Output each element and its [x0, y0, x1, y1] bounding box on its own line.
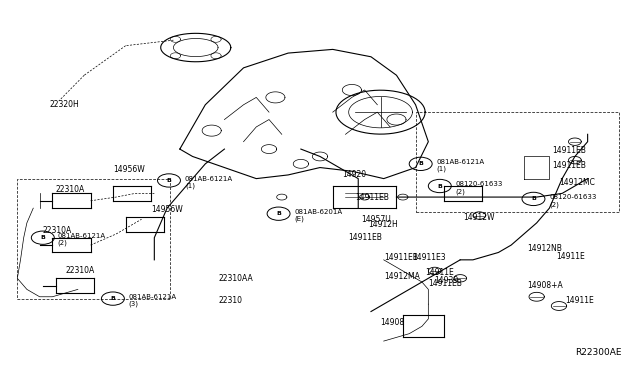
Text: 14911E3: 14911E3 [412, 253, 446, 263]
Text: B: B [276, 211, 281, 216]
Text: 081AB-6121A
(1): 081AB-6121A (1) [436, 159, 484, 173]
Text: 14911EB: 14911EB [552, 147, 586, 155]
Text: 14908+A: 14908+A [527, 281, 563, 290]
Text: 081AB-6121A
(2): 081AB-6121A (2) [58, 233, 106, 246]
Text: 081AB-6201A
(E): 081AB-6201A (E) [294, 209, 342, 222]
Text: 14912W: 14912W [463, 213, 495, 222]
Text: 14912H: 14912H [368, 220, 397, 229]
Text: 081AB-6121A
(1): 081AB-6121A (1) [185, 176, 233, 189]
Text: 22310A: 22310A [65, 266, 94, 275]
Text: 14908: 14908 [381, 318, 404, 327]
Text: R22300AE: R22300AE [575, 348, 621, 357]
Text: 14920: 14920 [342, 170, 367, 179]
Text: 22310A: 22310A [56, 185, 85, 194]
Text: 14911E: 14911E [556, 251, 584, 261]
Text: 14912MA: 14912MA [384, 272, 420, 281]
Text: 08120-61633
(2): 08120-61633 (2) [456, 181, 503, 195]
Text: 14957U: 14957U [362, 215, 391, 224]
Text: 14956W: 14956W [113, 165, 145, 174]
Text: 14911EB: 14911EB [552, 161, 586, 170]
Text: 14911EB: 14911EB [349, 233, 383, 242]
Text: 14911EB: 14911EB [355, 193, 389, 202]
Text: B: B [531, 196, 536, 201]
Text: 14911EB: 14911EB [428, 279, 462, 288]
Text: 22310: 22310 [218, 296, 242, 305]
Text: 14912MC: 14912MC [559, 178, 595, 187]
Text: B: B [419, 161, 423, 166]
Text: 22310AA: 22310AA [218, 274, 253, 283]
Text: B: B [111, 296, 115, 301]
Text: B: B [40, 235, 45, 240]
Text: 14911E: 14911E [425, 268, 454, 277]
Text: 14911E: 14911E [565, 296, 594, 305]
Text: 22310A: 22310A [43, 226, 72, 235]
Text: 14911EB: 14911EB [384, 253, 417, 263]
Text: 22320H: 22320H [49, 100, 79, 109]
Text: 14956W: 14956W [151, 205, 183, 215]
Text: 08120-61633
(2): 08120-61633 (2) [549, 194, 596, 208]
Text: 14939: 14939 [435, 276, 459, 285]
Text: B: B [437, 183, 442, 189]
Text: 14912NB: 14912NB [527, 244, 562, 253]
Text: 081AB-6121A
(3): 081AB-6121A (3) [129, 294, 177, 307]
Text: B: B [166, 178, 172, 183]
